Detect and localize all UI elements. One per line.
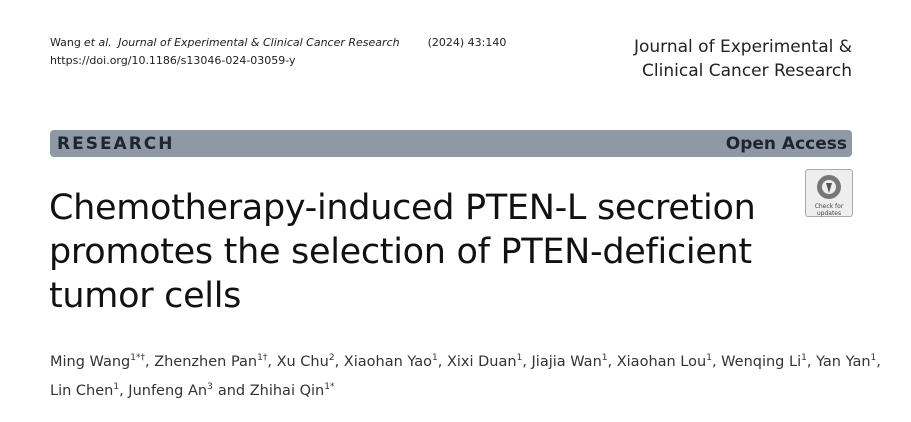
- journal-name-line: Clinical Cancer Research: [642, 61, 852, 81]
- citation-volume: (2024) 43:140: [427, 36, 507, 49]
- author-affiliation: 1: [113, 381, 120, 392]
- doi-link[interactable]: https://doi.org/10.1186/s13046-024-03059…: [50, 54, 296, 67]
- title-line: promotes the selection of PTEN-deficient: [49, 232, 752, 272]
- author-separator: ,: [607, 353, 613, 370]
- author-name: Zhenzhen Pan: [154, 353, 258, 370]
- author-separator: ,: [144, 353, 150, 370]
- open-access: Open Access: [725, 134, 847, 154]
- journal-name-line: Journal of Experimental &: [633, 37, 852, 57]
- author-affiliation: 1*†: [130, 353, 145, 363]
- author-affiliation: 3: [207, 381, 213, 392]
- author-affiliation: 1: [432, 353, 438, 363]
- author-separator: ,: [267, 353, 272, 370]
- author-separator: ,: [119, 382, 124, 399]
- author-separator: and: [217, 382, 246, 399]
- author-affiliation: 1: [706, 353, 712, 363]
- author-name: Yan Yan: [816, 353, 871, 370]
- citation-journal: Journal of Experimental & Clinical Cance…: [118, 36, 400, 49]
- check-updates-badge[interactable]: Check for updates: [805, 169, 853, 217]
- banner: RESEARCH Open Access: [50, 130, 852, 157]
- author-separator: ,: [522, 353, 527, 370]
- author-affiliation: 1: [601, 353, 608, 363]
- title: Chemotherapy-induced PTEN-L secretion pr…: [49, 186, 756, 318]
- badge-icon: [817, 175, 841, 199]
- author-name: Xiaohan Yao: [343, 353, 432, 370]
- title-line: tumor cells: [49, 276, 242, 316]
- title-line: Chemotherapy-induced PTEN-L secretion: [49, 188, 756, 228]
- author-affiliation: 1: [801, 353, 807, 363]
- author-name: Wenqing Li: [721, 353, 802, 370]
- author-name: Lin Chen: [50, 382, 114, 399]
- author-separator: ,: [806, 353, 812, 370]
- author-separator: ,: [437, 353, 443, 370]
- author-affiliation: 2: [328, 353, 335, 363]
- author-name: Xu Chu: [276, 353, 329, 370]
- author-affiliation: 1†: [257, 353, 268, 363]
- badge-text: Check for: [814, 203, 844, 210]
- author-affiliation: 1: [516, 353, 523, 363]
- author-separator: ,: [711, 353, 717, 370]
- badge-text: updates: [816, 210, 842, 217]
- authors: Ming Wang1*†, Zhenzhen Pan1†, Xu Chu2, X…: [50, 346, 881, 404]
- citation-etal: et al.: [83, 36, 112, 49]
- article-type: RESEARCH: [57, 134, 175, 154]
- author-line: Ming Wang1*†, Zhenzhen Pan1†, Xu Chu2, X…: [50, 346, 881, 375]
- author-separator: ,: [876, 353, 881, 370]
- citation-author: Wang: [50, 36, 81, 49]
- author-affiliation: 1*: [324, 381, 335, 392]
- citation: Wang et al. Journal of Experimental & Cli…: [50, 36, 506, 49]
- author-name: Zhihai Qin: [249, 382, 325, 399]
- author-name: Jiajia Wan: [531, 353, 602, 370]
- journal-name: Journal of Experimental & Clinical Cance…: [634, 35, 852, 83]
- author-name: Xiaohan Lou: [616, 353, 707, 370]
- author-affiliation: 1: [870, 353, 877, 363]
- author-separator: ,: [334, 353, 340, 370]
- author-name: Xixi Duan: [446, 353, 517, 370]
- author-name: Junfeng An: [128, 382, 208, 399]
- author-name: Ming Wang: [50, 353, 131, 370]
- author-line: Lin Chen1, Junfeng An3 and Zhihai Qin1*: [50, 375, 881, 404]
